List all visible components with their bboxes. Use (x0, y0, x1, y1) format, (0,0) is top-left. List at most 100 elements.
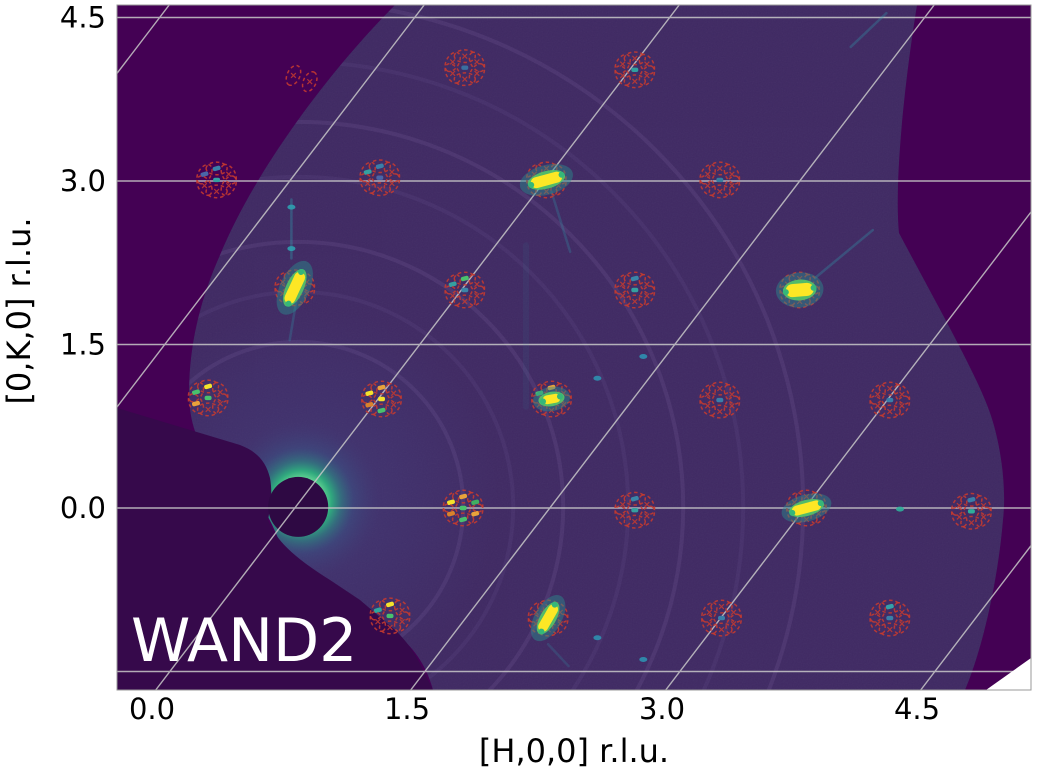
faint-spot (287, 204, 296, 210)
predicted-position-x-marker (956, 514, 963, 520)
predicted-position-x-marker (716, 385, 723, 392)
predicted-position-x-marker (886, 408, 893, 415)
satellite-ellipse (710, 599, 733, 614)
predicted-position-x-marker (644, 61, 650, 67)
predicted-position-x-marker (704, 171, 711, 177)
satellite-intensity-dot (448, 281, 457, 287)
bragg-peak (519, 163, 573, 196)
satellite-ellipse (893, 613, 911, 635)
annotation-cluster (699, 381, 741, 419)
satellite-ellipse (960, 515, 983, 530)
satellite-ellipse (614, 65, 631, 86)
annotation-cluster (196, 161, 238, 199)
satellite-ellipse (960, 492, 983, 507)
predicted-position-x-marker (899, 609, 905, 616)
peak-core (785, 282, 814, 298)
satellite-ellipse (451, 489, 475, 504)
peak-core (538, 604, 559, 632)
satellite-ellipse (638, 53, 656, 75)
satellite-intensity-dot (365, 402, 374, 408)
predicted-position-x-marker (619, 281, 626, 288)
predicted-position-x-marker (729, 182, 735, 189)
peak-tail-dot (556, 393, 563, 400)
satellite-ellipse (878, 599, 902, 614)
predicted-position-x-marker (217, 400, 224, 407)
predicted-position-x-marker (474, 59, 480, 65)
predicted-position-x-marker (225, 182, 232, 189)
plot-border (116, 4, 1032, 691)
peak-core (530, 171, 563, 189)
peak-tail-dot (285, 300, 292, 307)
annotation-cluster (285, 64, 318, 93)
predicted-position-x-marker (729, 403, 735, 409)
predicted-position-x-marker (803, 493, 810, 500)
satellite-ellipse (623, 74, 647, 89)
cluster-center-dot (213, 177, 221, 183)
satellite-ellipse (466, 503, 484, 525)
peak-tail-dot (298, 268, 305, 275)
satellite-ellipse (466, 491, 484, 513)
predicted-position-x-marker (205, 406, 211, 413)
predicted-position-x-marker (449, 70, 456, 77)
satellite-intensity-dot (967, 497, 976, 503)
predicted-position-x-marker (390, 390, 397, 397)
satellite-ellipse (442, 491, 460, 513)
annotation-cluster (614, 51, 656, 89)
satellite-intensity-dot (471, 499, 480, 505)
x-tick-label: 1.5 (384, 692, 430, 726)
predicted-position-x-marker (387, 624, 393, 631)
predicted-position-x-marker (304, 290, 310, 297)
satellite-ellipse (196, 163, 213, 185)
cluster-center-dot (461, 65, 469, 70)
y-tick-label: 3.0 (60, 164, 106, 198)
satellite-ellipse (723, 163, 741, 185)
satellite-intensity-dot (630, 275, 639, 282)
satellite-ellipse (378, 597, 402, 612)
predicted-position-x-marker (704, 403, 711, 409)
predicted-position-x-marker (217, 389, 224, 395)
predicted-position-x-marker (706, 609, 713, 616)
predicted-position-x-marker (461, 53, 468, 59)
cluster-center-dot (886, 615, 894, 621)
satellite-ellipse (211, 393, 229, 415)
satellite-intensity-dot (630, 495, 639, 502)
predicted-position-x-marker (803, 516, 810, 523)
predicted-position-x-marker (449, 59, 456, 65)
satellite-intensity-dot (212, 165, 221, 172)
predicted-position-x-marker (306, 78, 313, 85)
predicted-position-x-marker (631, 298, 638, 305)
satellite-ellipse (368, 182, 392, 197)
satellite-ellipse (614, 53, 631, 75)
predicted-position-x-marker (619, 501, 626, 508)
satellite-ellipse (453, 271, 477, 286)
faint-streak (546, 643, 570, 668)
y-tick-label: 4.5 (60, 1, 106, 35)
annotation-cluster (359, 159, 401, 197)
satellite-ellipse (638, 273, 656, 295)
satellite-ellipse (623, 271, 647, 286)
faint-spot (896, 506, 904, 512)
satellite-intensity-dot (377, 384, 386, 391)
cluster-center-dot (631, 507, 639, 513)
predicted-position-x-marker (213, 188, 220, 195)
satellite-ellipse (196, 379, 220, 394)
satellite-ellipse (451, 512, 475, 527)
annotation-cluster (614, 271, 656, 309)
y-axis-title: [0,K,0] r.l.u. (0, 217, 38, 404)
satellite-ellipse (285, 64, 302, 87)
predicted-position-x-marker (644, 292, 650, 299)
predicted-position-x-marker (956, 502, 963, 509)
satellite-ellipse (893, 601, 911, 623)
bragg-peak (775, 272, 824, 308)
satellite-intensity-dot (200, 171, 209, 177)
satellite-ellipse (383, 173, 401, 194)
satellite-intensity-dot (386, 601, 394, 608)
peak-tail-dot (782, 289, 789, 296)
predicted-position-x-marker (874, 621, 881, 627)
annotation-cluster (444, 49, 486, 87)
predicted-position-x-marker (631, 78, 638, 85)
satellite-intensity-dot (446, 511, 455, 517)
predicted-position-x-marker (716, 188, 723, 195)
bragg-peak (530, 594, 566, 642)
